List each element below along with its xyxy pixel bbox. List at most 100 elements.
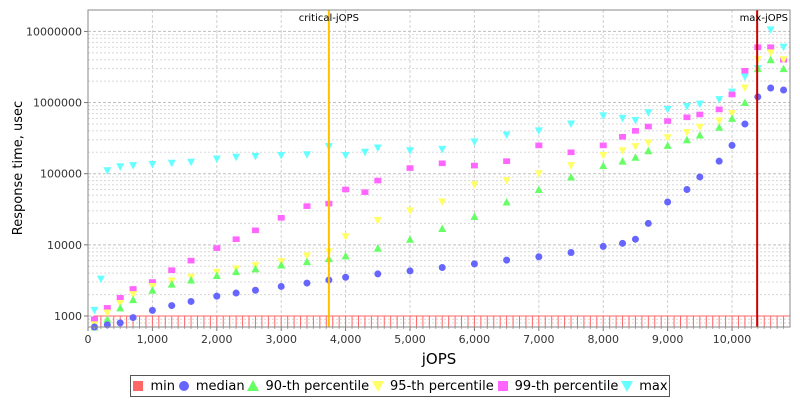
x-tick-label: 3,000 [265, 333, 297, 346]
max-point [740, 73, 749, 81]
y-axis-title: Response time, usec [11, 101, 26, 235]
max-point [502, 131, 511, 139]
95-th-percentile-point [116, 299, 125, 308]
99-th-percentile-point [129, 286, 137, 292]
max-point [232, 153, 241, 162]
median-point [374, 270, 382, 278]
99-th-percentile-point [374, 177, 382, 184]
max-point [302, 151, 311, 159]
95-th-percentile-point [728, 110, 737, 118]
95-th-percentile-point [766, 49, 775, 57]
y-tick-label: 100000 [40, 168, 82, 181]
95-th-percentile-point [618, 147, 627, 155]
90-th-percentile-point [502, 198, 511, 206]
95-th-percentile-point [631, 143, 640, 151]
90-th-percentile-point [618, 157, 627, 165]
median-point [535, 253, 543, 261]
95-th-percentile-point [599, 152, 608, 160]
max-point [599, 112, 608, 120]
99-th-percentile-point [251, 227, 259, 234]
99-th-percentile-point [619, 134, 627, 140]
threshold-markers: critical-jOPS max-jOPS [299, 10, 788, 327]
99-th-percentile-point [535, 142, 543, 149]
x-tick-label: 5,000 [394, 333, 426, 346]
legend-item-max: max [621, 378, 668, 394]
90-th-percentile-point [644, 146, 653, 155]
90-th-percentile-point [212, 271, 221, 280]
99-th-percentile-point [148, 279, 156, 285]
max-point [644, 109, 653, 117]
x-tick-label: 1,000 [137, 333, 169, 346]
max-point [341, 152, 350, 160]
95-th-percentile-point [373, 216, 382, 225]
95-th-percentile-point [103, 309, 112, 318]
95-th-percentile-point [341, 233, 350, 241]
legend: min median 90-th percentile 95-th percentil… [130, 375, 670, 397]
median-point [503, 256, 511, 264]
axes: 1000 10000 100000 1000000 10000000 0 1,000 2,00… [26, 9, 791, 346]
95-th-percentile-point [779, 56, 788, 64]
90-th-percentile-point [470, 212, 479, 221]
99-th-percentile-point [168, 267, 176, 274]
x-axis-title: jOPS [421, 350, 457, 368]
90-th-percentile-point [302, 257, 311, 266]
99-th-percentile-point [470, 162, 478, 169]
legend-item-99-th-percentile: 99-th percentile [497, 379, 618, 394]
x-tick-label: 7,000 [523, 333, 555, 346]
median-point [187, 297, 195, 305]
median-point [342, 273, 350, 281]
max-point [373, 144, 382, 152]
90-th-percentile-point [232, 267, 241, 276]
median-point [683, 185, 691, 193]
y-tick-label: 1000000 [33, 97, 82, 110]
legend-swatch [133, 381, 144, 391]
99-th-percentile-point [741, 67, 749, 74]
99-th-percentile-point [406, 165, 414, 171]
legend-label: 90-th percentile [265, 378, 370, 394]
legend-label: 95-th percentile [390, 378, 494, 394]
90-th-percentile-point [599, 161, 608, 170]
max-point [406, 147, 415, 155]
90-th-percentile-point [341, 251, 350, 260]
99-th-percentile-point [277, 214, 285, 221]
99-th-percentile-point [116, 295, 124, 301]
median-point [148, 306, 156, 314]
median-point [232, 289, 240, 297]
99-th-percentile-point [715, 106, 723, 113]
max-point [251, 152, 260, 161]
90-th-percentile-point [695, 130, 704, 139]
median-point [251, 286, 259, 294]
legend-label: max [639, 378, 668, 394]
90-th-percentile-point [187, 276, 196, 284]
90-th-percentile-point [116, 303, 125, 312]
99-th-percentile-point [631, 128, 639, 134]
x-tick-label: 10,000 [713, 333, 752, 346]
95-th-percentile-point [695, 123, 704, 132]
max-point [360, 148, 369, 157]
99-th-percentile-point [303, 203, 311, 209]
max-point [103, 167, 112, 175]
scatter-plot: critical-jOPS max-jOPS 100010000100000100… [11, 9, 791, 368]
95-th-percentile-point [129, 291, 138, 299]
99-th-percentile-point [696, 111, 704, 118]
99-th-percentile-point [232, 236, 240, 243]
max-point [438, 145, 447, 154]
99-th-percentile-point [213, 245, 221, 251]
x-tick-label: 4,000 [330, 333, 362, 346]
median-point [567, 249, 575, 257]
median-point [599, 242, 607, 250]
y-tick-label: 1000 [54, 310, 82, 323]
threshold-label: max-jOPS [740, 13, 788, 24]
90-th-percentile-point [406, 235, 415, 243]
99-th-percentile-point [599, 142, 607, 149]
x-tick-label: 9,000 [652, 333, 684, 346]
legend-item-90-th-percentile: 90-th percentile [247, 379, 369, 394]
99-th-percentile-point [683, 114, 691, 121]
99-th-percentile-point [187, 257, 195, 264]
90-th-percentile-point [438, 224, 447, 232]
median-point [631, 235, 639, 243]
90-th-percentile-point [534, 185, 543, 193]
legend-item-95-th-percentile: 95-th percentile [372, 379, 494, 394]
median-point [116, 319, 124, 327]
